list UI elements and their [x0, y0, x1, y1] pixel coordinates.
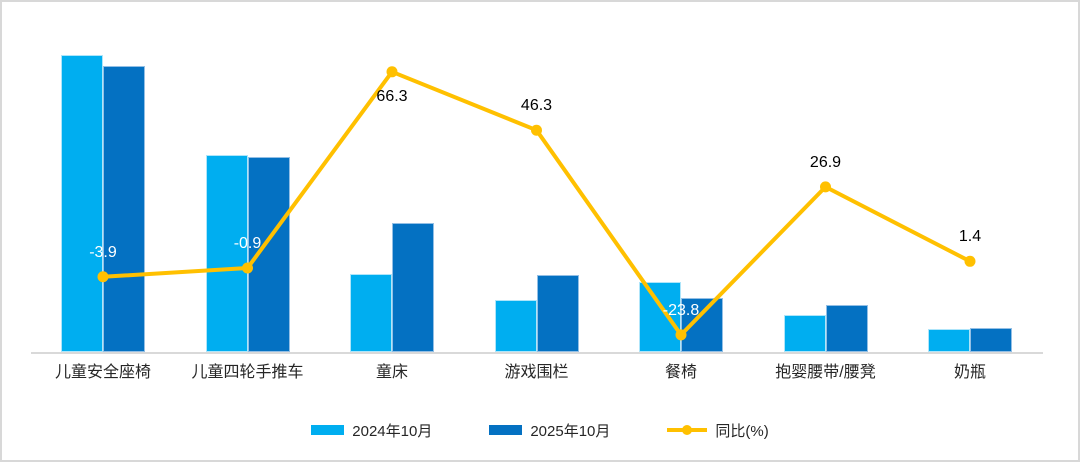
- x-axis-line: [31, 352, 1043, 354]
- line-marker: [386, 66, 398, 78]
- bar-2025: [103, 66, 145, 352]
- bar-2024: [494, 300, 537, 352]
- bar-2024: [783, 315, 826, 352]
- category-label: 餐椅: [664, 364, 697, 381]
- category-label: 游戏围栏: [504, 364, 569, 381]
- legend-line-marker-icon: [667, 425, 708, 435]
- legend-swatch-2024: [311, 425, 345, 435]
- legend-item-2024: 2024年10月: [311, 420, 432, 441]
- bar-2025: [392, 223, 434, 352]
- category-label: 儿童安全座椅: [54, 364, 151, 381]
- line-data-label: -23.8: [662, 301, 700, 319]
- line-marker: [964, 255, 976, 267]
- bar-2024: [928, 329, 970, 352]
- line-data-label: 46.3: [520, 97, 553, 115]
- category-label: 奶瓶: [953, 364, 986, 381]
- legend-label-2024: 2024年10月: [352, 422, 433, 440]
- line-marker: [531, 124, 542, 136]
- bar-2024: [205, 155, 248, 352]
- line-marker: [820, 181, 831, 193]
- category-label: 童床: [375, 364, 408, 381]
- line-data-label: 66.3: [376, 87, 408, 105]
- legend-dot-icon: [682, 425, 693, 435]
- legend-item-2025: 2025年10月: [489, 420, 610, 441]
- line-data-label: 1.4: [958, 228, 982, 246]
- legend-item-yoy: 同比(%): [667, 420, 769, 441]
- bar-2024: [350, 274, 392, 352]
- category-label: 抱婴腰带/腰凳: [775, 364, 876, 381]
- legend-label-2025: 2025年10月: [530, 422, 611, 440]
- legend-label-yoy: 同比(%): [715, 422, 769, 440]
- bar-2025: [825, 305, 868, 352]
- legend: 2024年10月 2025年10月 同比(%): [0, 417, 1080, 443]
- line-data-label: 26.9: [809, 153, 842, 171]
- line-data-label: -0.9: [233, 235, 262, 253]
- bar-2025: [247, 157, 290, 352]
- category-label: 儿童四轮手推车: [191, 364, 304, 381]
- line-data-label: -3.9: [89, 243, 117, 261]
- bar-2024: [61, 55, 103, 352]
- legend-swatch-2025: [489, 425, 523, 435]
- bar-2025: [536, 275, 579, 352]
- bar-2025: [970, 328, 1012, 352]
